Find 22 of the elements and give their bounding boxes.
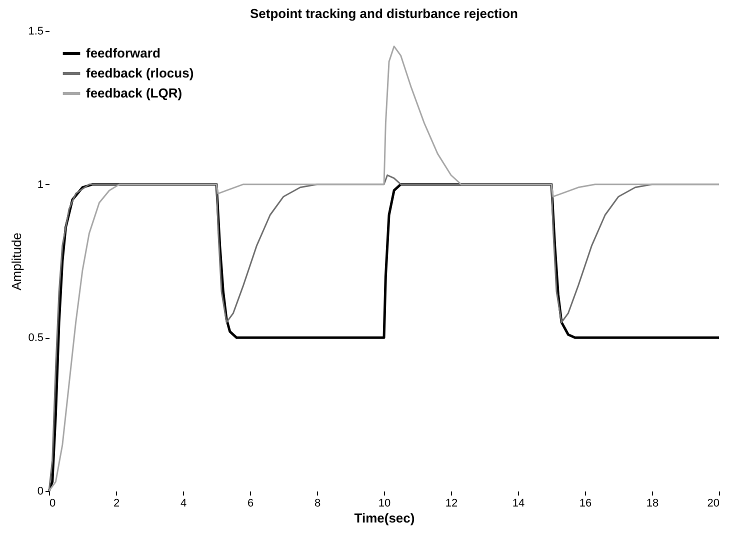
x-tick-label: 12 — [445, 498, 458, 510]
x-tick-label: 18 — [646, 498, 659, 510]
y-tick-label: 1 — [37, 178, 44, 191]
y-tick-label: 0 — [37, 486, 44, 498]
legend-label: feedback (rlocus) — [86, 66, 194, 80]
x-tick-label: 8 — [314, 498, 321, 510]
x-tick-label: 0 — [50, 498, 56, 510]
legend-label: feedforward — [86, 46, 160, 60]
x-tick-label: 20 — [707, 498, 720, 510]
y-tick-label: 1.5 — [28, 26, 44, 38]
y-axis-title: Amplitude — [9, 232, 24, 290]
legend-label: feedback (LQR) — [86, 86, 182, 100]
y-tick-label: 0.5 — [28, 332, 44, 344]
x-tick-label: 14 — [512, 498, 525, 510]
x-tick-label: 16 — [579, 498, 592, 510]
chart-title: Setpoint tracking and disturbance rejection — [250, 6, 518, 21]
x-tick-label: 6 — [247, 498, 254, 510]
x-axis-title: Time(sec) — [354, 510, 415, 526]
line-series — [48, 46, 720, 492]
x-tick-label: 10 — [378, 498, 391, 510]
x-tick-label: 2 — [113, 498, 120, 510]
x-tick-label: 4 — [180, 498, 187, 510]
